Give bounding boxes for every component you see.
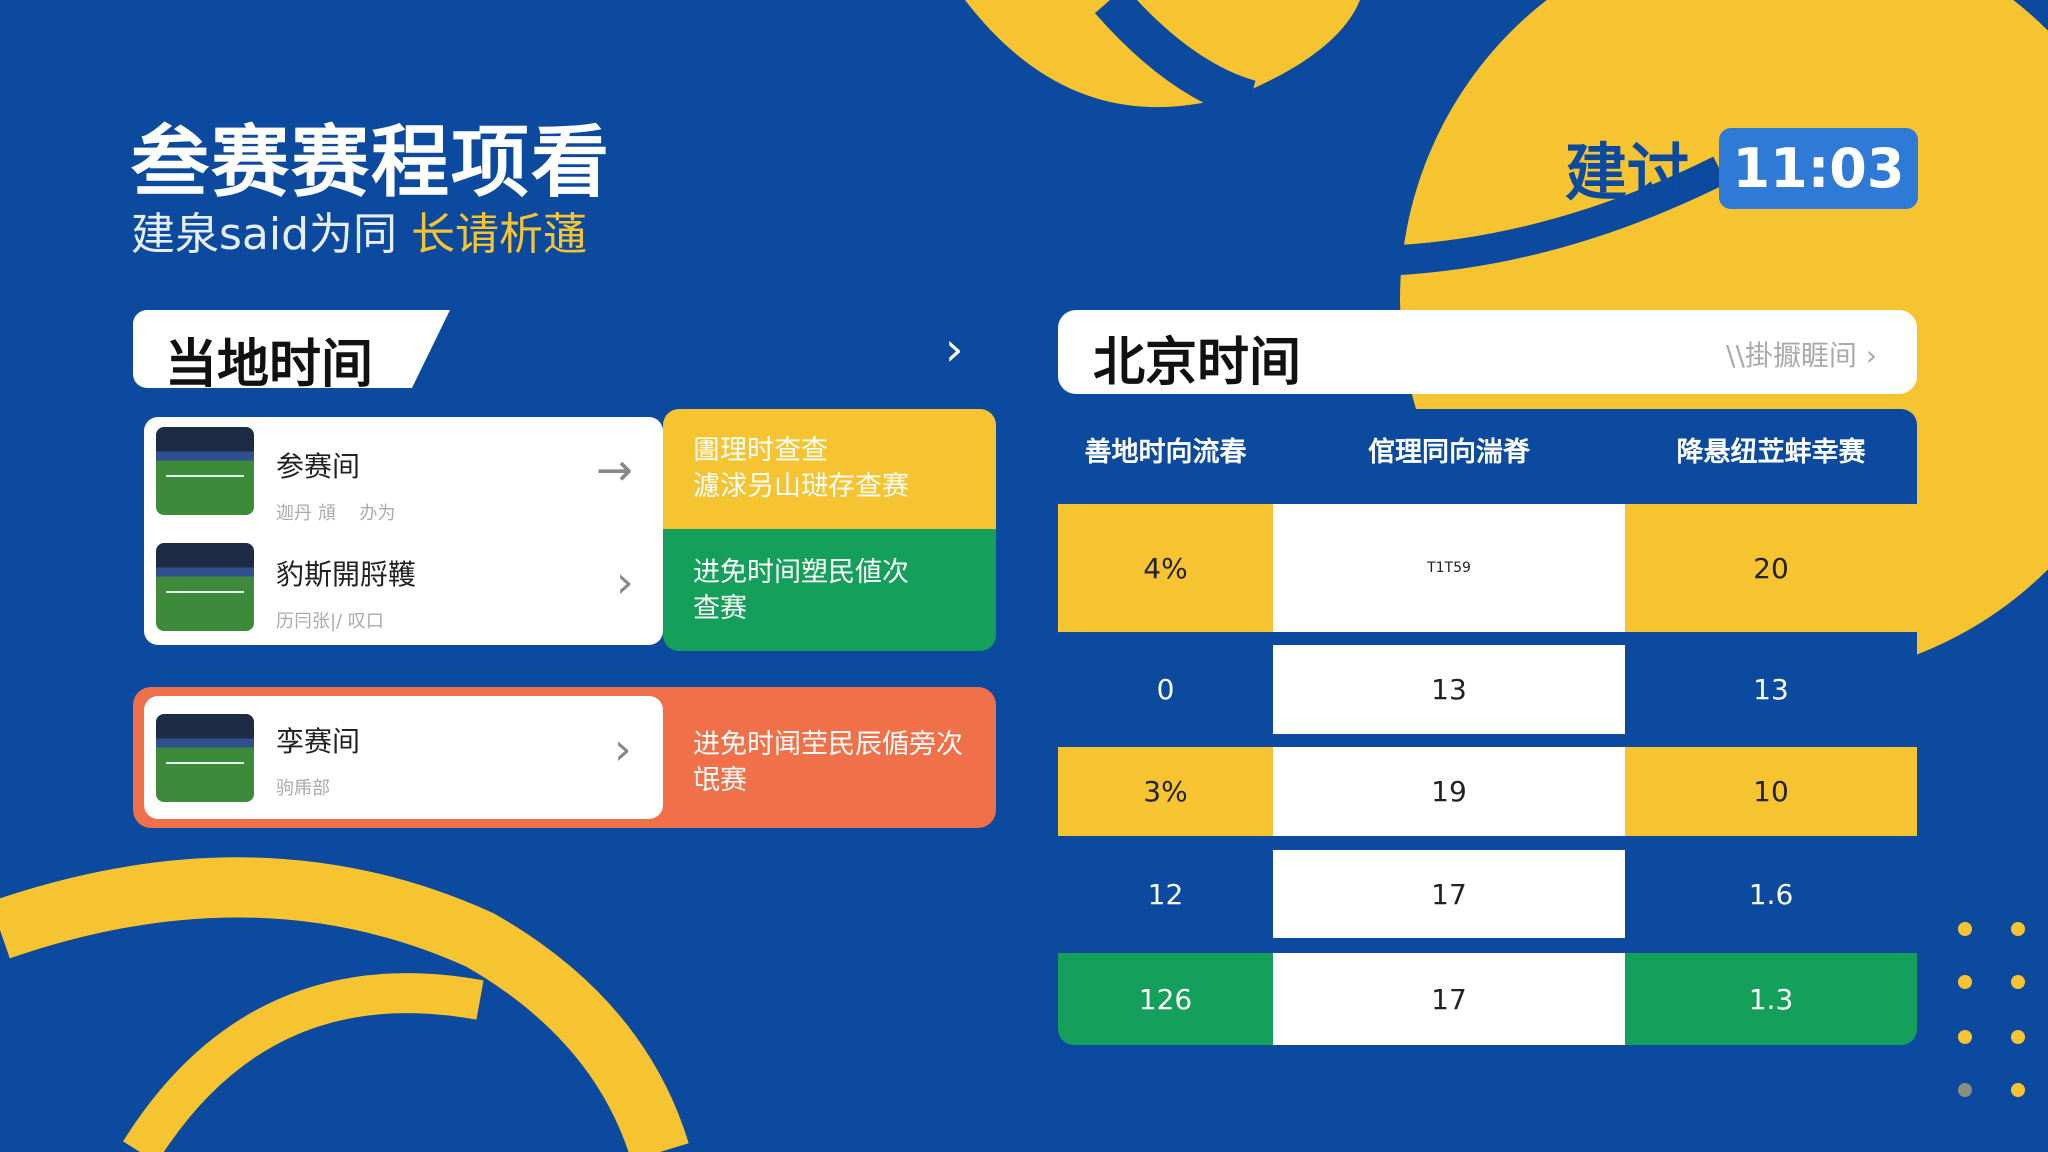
chevron-right-icon: › bbox=[1865, 339, 1877, 372]
table-row[interactable]: 126 17 1.3 bbox=[1058, 953, 1917, 1045]
list-item[interactable]: 孪赛间驹乕部 › bbox=[144, 696, 663, 819]
table-cell: 19 bbox=[1273, 747, 1625, 836]
decorative-dot bbox=[2011, 1030, 2025, 1044]
tab-label: 北京时间 bbox=[1093, 333, 1302, 393]
decorative-dot bbox=[2011, 1083, 2025, 1097]
schedule-table: 善地时向流春 倌理同向湍脊 降悬纽苙蚌幸赛 4% T1T59 20 0 13 13 3% 19… bbox=[1058, 409, 1917, 1049]
table-row[interactable]: 12 17 1.6 bbox=[1058, 850, 1917, 938]
decorative-dot bbox=[2011, 922, 2025, 936]
table-cell: 13 bbox=[1753, 673, 1789, 706]
subtitle-highlight: 长请析蓪 bbox=[411, 209, 588, 260]
table-row[interactable]: 0 13 13 bbox=[1058, 645, 1917, 734]
chevron-right-icon[interactable]: › bbox=[945, 322, 964, 376]
side-panel-1[interactable]: 圕理时查查 濾浗叧山琎存查赛 bbox=[663, 409, 996, 529]
clock-label: 建讨 bbox=[1565, 136, 1690, 209]
table-cell: 17 bbox=[1273, 850, 1625, 938]
table-row[interactable]: 4% T1T59 20 bbox=[1058, 504, 1917, 632]
side-panel-2[interactable]: 进免时间塑民値次 查赛 bbox=[663, 529, 996, 651]
page-title: 叁赛赛程项看 bbox=[131, 118, 612, 208]
item-title: 孪赛间 bbox=[276, 725, 361, 758]
item-subtitle: 驹乕部 bbox=[276, 778, 330, 799]
column-header: 善地时向流春 bbox=[1084, 437, 1247, 468]
side-text: 圕理时查查 濾浗叧山琎存查赛 bbox=[693, 435, 909, 502]
clock-time-badge: 11:03 bbox=[1719, 128, 1918, 209]
tab-beijing-time[interactable]: 北京时间 \\掛擫睚间 › bbox=[1058, 310, 1917, 394]
chevron-right-icon[interactable]: › bbox=[616, 557, 634, 608]
item-title: 参赛间 bbox=[276, 450, 361, 483]
table-cell: 1.3 bbox=[1748, 982, 1794, 1016]
subtitle-plain: 建泉said为同 bbox=[131, 209, 398, 260]
table-cell: 10 bbox=[1753, 775, 1789, 808]
table-cell: 12 bbox=[1147, 877, 1184, 911]
match-card-group: 参赛间迦丹 頏 办为 → 豹斯開脟韄历冃张|/ 叹口 › bbox=[144, 417, 663, 645]
highlight-card[interactable]: 孪赛间驹乕部 › 进免时闻茔民⾠偱旁次 氓赛 bbox=[133, 687, 996, 828]
decorative-dot bbox=[1958, 1083, 1972, 1097]
side-text: 进免时闻茔民⾠偱旁次 氓赛 bbox=[693, 729, 963, 796]
more-link[interactable]: \\掛擫睚间 › bbox=[1726, 334, 1877, 374]
item-subtitle: 迦丹 頏 办为 bbox=[276, 503, 396, 524]
table-cell: 0 bbox=[1156, 673, 1175, 706]
side-text: 进免时间塑民値次 查赛 bbox=[693, 557, 909, 624]
table-cell: 4% bbox=[1143, 551, 1188, 585]
decorative-dot bbox=[1958, 1030, 1972, 1044]
list-item[interactable]: 豹斯開脟韄历冃张|/ 叹口 › bbox=[156, 543, 656, 643]
page-subtitle: 建泉said为同 长请析蓪 bbox=[131, 198, 587, 262]
item-text: 孪赛间 驹乕部 bbox=[276, 720, 360, 800]
item-title: 豹斯開脟韄 bbox=[276, 558, 417, 591]
list-item[interactable]: 参赛间迦丹 頏 办为 → bbox=[156, 427, 656, 527]
decorative-dot bbox=[1958, 922, 1972, 936]
decorative-dot bbox=[1958, 975, 1972, 989]
more-link-label: \\掛擫睚间 bbox=[1726, 339, 1857, 372]
table-cell: 13 bbox=[1273, 645, 1625, 734]
column-header: 倌理同向湍脊 bbox=[1368, 437, 1530, 468]
table-cell: 1.6 bbox=[1748, 877, 1794, 911]
table-cell: 17 bbox=[1273, 953, 1625, 1045]
item-text: 豹斯開脟韄历冃张|/ 叹口 bbox=[276, 553, 416, 633]
chevron-right-icon[interactable]: › bbox=[614, 724, 632, 775]
table-cell: 20 bbox=[1753, 551, 1789, 585]
match-thumbnail bbox=[156, 427, 254, 515]
table-cell: 3% bbox=[1143, 775, 1188, 808]
item-text: 参赛间迦丹 頏 办为 bbox=[276, 445, 395, 525]
match-thumbnail bbox=[156, 543, 254, 631]
tab-local-time[interactable]: 当地时间 bbox=[133, 310, 450, 388]
decorative-dot bbox=[2011, 975, 2025, 989]
arrow-right-icon[interactable]: → bbox=[596, 445, 633, 496]
column-header: 降悬纽苙蚌幸赛 bbox=[1676, 437, 1866, 468]
table-cell: 126 bbox=[1138, 982, 1193, 1016]
table-cell: T1T59 bbox=[1273, 504, 1625, 632]
table-row[interactable]: 3% 19 10 bbox=[1058, 747, 1917, 836]
match-thumbnail bbox=[156, 714, 254, 802]
item-subtitle: 历冃张|/ 叹口 bbox=[276, 611, 384, 632]
